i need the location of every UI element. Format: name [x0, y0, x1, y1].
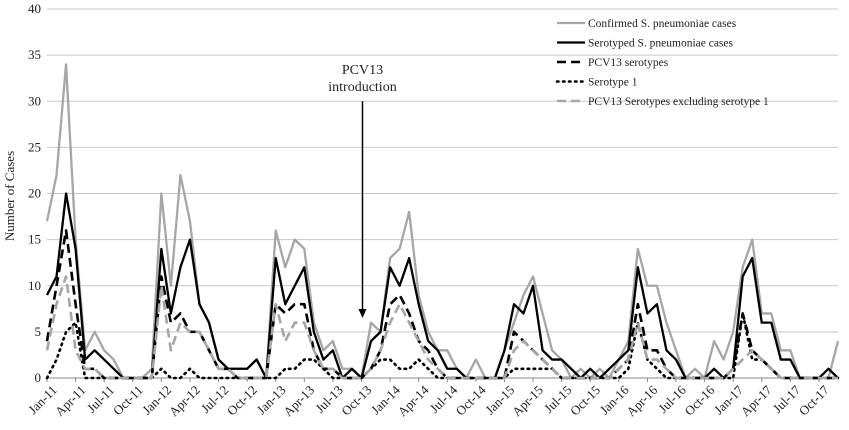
y-tick-label: 30: [28, 93, 41, 108]
x-tick-label: Apr-14: [395, 382, 432, 419]
annotation-text: PCV13: [342, 63, 383, 78]
series-line-5: [45, 275, 838, 380]
x-tick-label: Oct-11: [110, 382, 146, 418]
series-group: [45, 63, 840, 380]
series-line-2: [45, 192, 839, 380]
y-tick-label: 15: [28, 232, 41, 247]
x-tick-label: Apr-17: [738, 382, 775, 419]
y-axis-title: Number of Cases: [2, 151, 17, 241]
x-tick-label: Apr-12: [166, 382, 203, 419]
legend-label: PCV13 Serotypes excluding serotype 1: [588, 96, 769, 108]
x-tick-label: Oct-17: [796, 382, 832, 418]
y-tick-label: 40: [28, 1, 41, 16]
x-tick-label: Oct-16: [681, 382, 717, 418]
x-tick-label: Apr-13: [280, 382, 317, 419]
legend-label: Serotyped S. pneumoniae cases: [588, 38, 734, 50]
x-tick-label: Apr-15: [509, 382, 546, 419]
legend-label: Confirmed S. pneumoniae cases: [588, 18, 737, 30]
series-line-3: [45, 229, 838, 380]
x-tick-label: Oct-14: [453, 382, 489, 418]
x-tick-label: Apr-11: [52, 382, 89, 419]
x-axis-ticks: Jan-11Apr-11Jul-11Oct-11Jan-12Apr-12Jul-…: [25, 378, 832, 419]
x-tick-label: Apr-16: [623, 382, 660, 419]
y-axis-ticks: 0 5 10 15 20 25 30 35 40: [28, 1, 41, 385]
y-tick-label: 35: [28, 47, 41, 62]
legend: Confirmed S. pneumoniae cases Serotyped S…: [555, 18, 769, 108]
x-tick-label: Oct-15: [567, 382, 603, 418]
annotation-group: PCV13 introduction: [328, 63, 397, 319]
x-tick-label: Oct-12: [224, 382, 260, 418]
y-tick-label: 20: [28, 186, 41, 201]
y-tick-label: 0: [35, 370, 42, 385]
legend-label: PCV13 serotypes: [588, 57, 669, 69]
annotation-arrow-head: [358, 309, 367, 319]
x-tick-label: Oct-13: [338, 382, 374, 418]
y-tick-label: 10: [28, 278, 41, 293]
y-tick-label: 5: [35, 324, 42, 339]
legend-label: Serotype 1: [588, 77, 638, 89]
y-tick-label: 25: [28, 139, 41, 154]
annotation-text: introduction: [328, 80, 396, 95]
series-line-1: [45, 63, 840, 380]
